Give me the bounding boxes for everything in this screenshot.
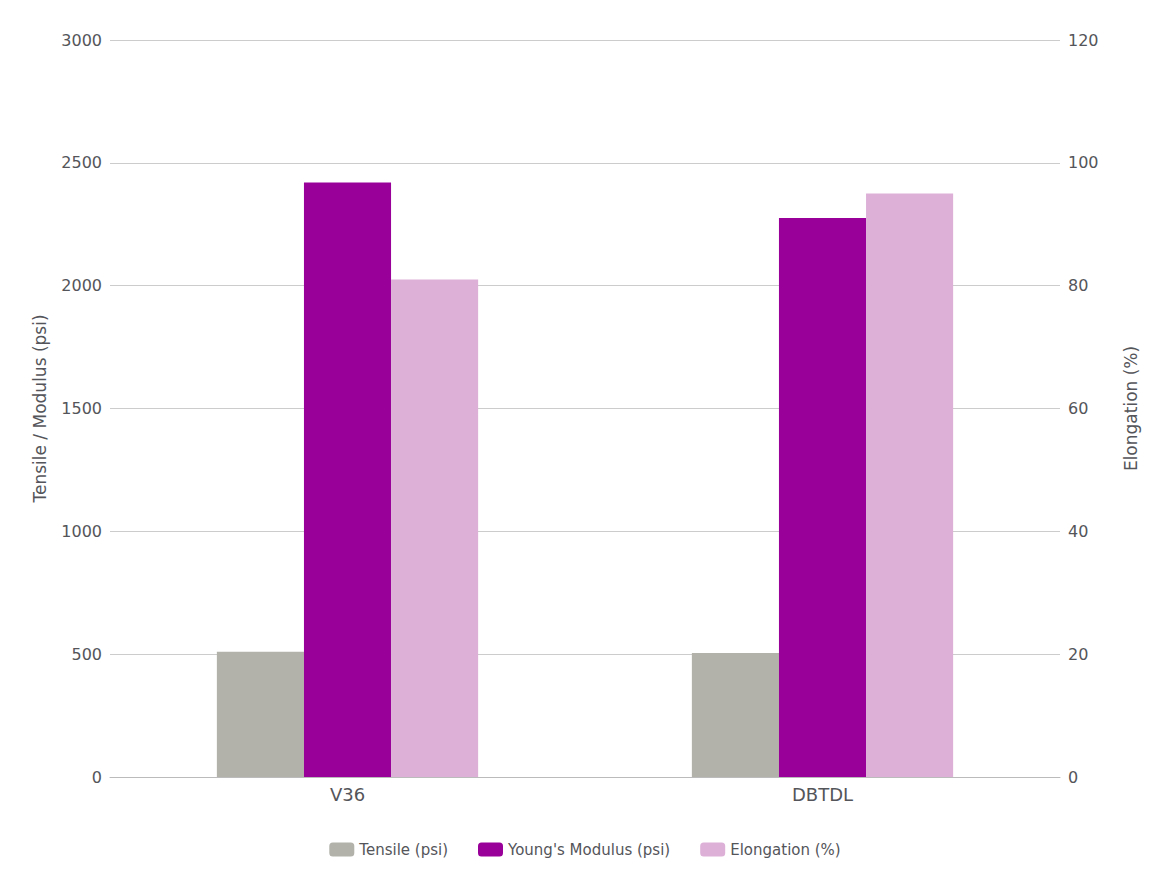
- svg-text:120: 120: [1068, 31, 1099, 50]
- svg-text:20: 20: [1068, 645, 1088, 664]
- svg-text:Tensile / Modulus (psi): Tensile / Modulus (psi): [30, 314, 50, 503]
- svg-text:Elongation (%): Elongation (%): [730, 841, 841, 859]
- svg-text:100: 100: [1068, 153, 1099, 172]
- svg-text:2500: 2500: [61, 153, 102, 172]
- svg-text:DBTDL: DBTDL: [792, 784, 853, 805]
- svg-text:40: 40: [1068, 522, 1088, 541]
- svg-text:0: 0: [1068, 768, 1078, 787]
- svg-text:1500: 1500: [61, 399, 102, 418]
- svg-text:3000: 3000: [61, 31, 102, 50]
- svg-text:80: 80: [1068, 276, 1088, 295]
- svg-text:500: 500: [71, 645, 102, 664]
- svg-text:60: 60: [1068, 399, 1088, 418]
- svg-text:Elongation (%): Elongation (%): [1121, 346, 1141, 471]
- svg-text:Tensile (psi): Tensile (psi): [358, 841, 448, 859]
- svg-text:2000: 2000: [61, 276, 102, 295]
- svg-text:V36: V36: [330, 784, 365, 805]
- svg-text:0: 0: [92, 768, 102, 787]
- svg-text:1000: 1000: [61, 522, 102, 541]
- svg-text:Young's Modulus (psi): Young's Modulus (psi): [507, 841, 670, 859]
